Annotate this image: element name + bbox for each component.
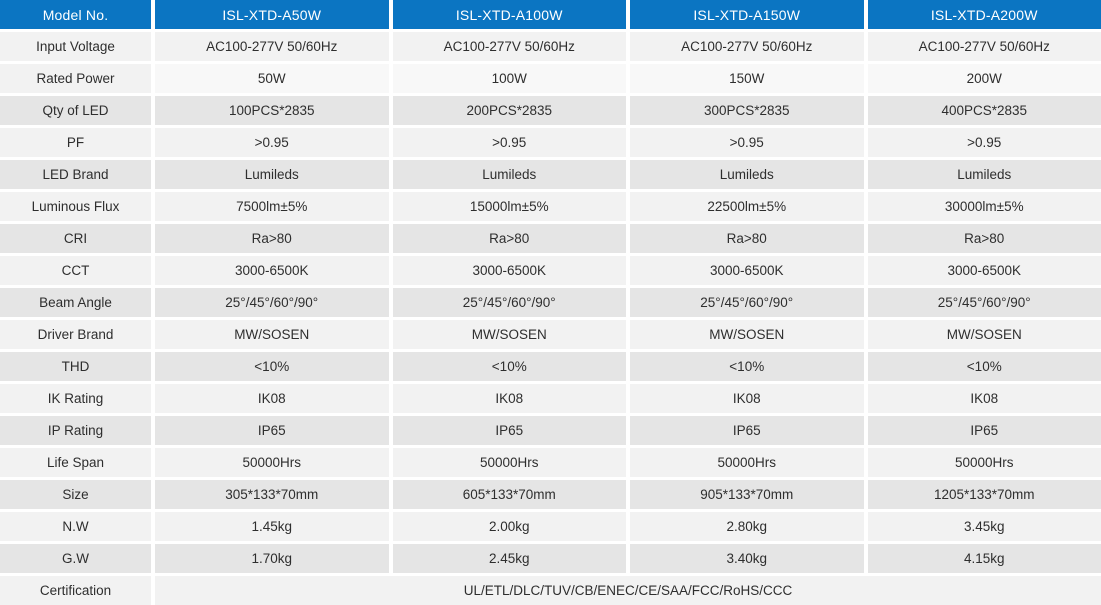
spec-value-cell: 1.45kg <box>155 512 389 541</box>
spec-value-cell: 50000Hrs <box>867 448 1101 477</box>
spec-value-cell: 100W <box>392 64 626 93</box>
row-label-cell: Life Span <box>0 448 151 477</box>
spec-value-cell: 200PCS*2835 <box>392 96 626 125</box>
spec-value-cell: 2.45kg <box>392 544 626 573</box>
spec-value-cell: MW/SOSEN <box>155 320 389 349</box>
row-label-cell: LED Brand <box>0 160 151 189</box>
spec-value-cell: 305*133*70mm <box>155 480 389 509</box>
row-label-cell: CRI <box>0 224 151 253</box>
row-label-cell: Driver Brand <box>0 320 151 349</box>
header-cell-model-3: ISL-XTD-A150W <box>630 0 864 29</box>
spec-value-cell: 905*133*70mm <box>630 480 864 509</box>
spec-value-cell: 15000lm±5% <box>392 192 626 221</box>
spec-value-cell: 3.45kg <box>867 512 1101 541</box>
spec-value-cell: 1.70kg <box>155 544 389 573</box>
header-cell-model-1: ISL-XTD-A50W <box>155 0 389 29</box>
spec-value-cell: IP65 <box>867 416 1101 445</box>
row-label-cell: Input Voltage <box>0 32 151 61</box>
header-cell-model-2: ISL-XTD-A100W <box>392 0 626 29</box>
spec-value-cell: Lumileds <box>630 160 864 189</box>
row-label-cell: N.W <box>0 512 151 541</box>
spec-value-cell: MW/SOSEN <box>630 320 864 349</box>
spec-value-cell: <10% <box>630 352 864 381</box>
spec-value-cell: Lumileds <box>392 160 626 189</box>
row-label-cell: Qty of LED <box>0 96 151 125</box>
spec-value-cell: 22500lm±5% <box>630 192 864 221</box>
spec-value-cell: Ra>80 <box>392 224 626 253</box>
spec-value-cell: IK08 <box>630 384 864 413</box>
spec-value-cell: 1205*133*70mm <box>867 480 1101 509</box>
row-label-cell: Size <box>0 480 151 509</box>
spec-value-cell: AC100-277V 50/60Hz <box>155 32 389 61</box>
spec-value-cell: 3000-6500K <box>630 256 864 285</box>
spec-value-cell: 2.80kg <box>630 512 864 541</box>
row-label-cell: THD <box>0 352 151 381</box>
row-label-cell: Luminous Flux <box>0 192 151 221</box>
spec-value-cell: <10% <box>155 352 389 381</box>
spec-value-cell: IP65 <box>392 416 626 445</box>
spec-value-cell: IK08 <box>392 384 626 413</box>
spec-value-cell: 3000-6500K <box>155 256 389 285</box>
spec-value-cell: 50000Hrs <box>155 448 389 477</box>
spec-value-cell: 400PCS*2835 <box>867 96 1101 125</box>
row-label-cell: Beam Angle <box>0 288 151 317</box>
spec-value-cell: 7500lm±5% <box>155 192 389 221</box>
certification-value-cell: UL/ETL/DLC/TUV/CB/ENEC/CE/SAA/FCC/RoHS/C… <box>155 576 1101 605</box>
spec-value-cell: Ra>80 <box>867 224 1101 253</box>
spec-value-cell: <10% <box>392 352 626 381</box>
spec-value-cell: MW/SOSEN <box>867 320 1101 349</box>
spec-value-cell: IK08 <box>155 384 389 413</box>
spec-value-cell: 3.40kg <box>630 544 864 573</box>
spec-value-cell: AC100-277V 50/60Hz <box>392 32 626 61</box>
spec-value-cell: 25°/45°/60°/90° <box>392 288 626 317</box>
spec-value-cell: AC100-277V 50/60Hz <box>867 32 1101 61</box>
spec-value-cell: 50W <box>155 64 389 93</box>
spec-value-cell: 605*133*70mm <box>392 480 626 509</box>
spec-value-cell: Lumileds <box>155 160 389 189</box>
row-label-cell: CCT <box>0 256 151 285</box>
spec-value-cell: >0.95 <box>630 128 864 157</box>
spec-value-cell: 200W <box>867 64 1101 93</box>
spec-value-cell: 2.00kg <box>392 512 626 541</box>
spec-value-cell: 25°/45°/60°/90° <box>867 288 1101 317</box>
row-label-cell: PF <box>0 128 151 157</box>
row-label-cell: Rated Power <box>0 64 151 93</box>
header-cell-model-no: Model No. <box>0 0 151 29</box>
spec-value-cell: 3000-6500K <box>392 256 626 285</box>
spec-value-cell: <10% <box>867 352 1101 381</box>
spec-value-cell: 30000lm±5% <box>867 192 1101 221</box>
spec-value-cell: >0.95 <box>392 128 626 157</box>
spec-value-cell: >0.95 <box>867 128 1101 157</box>
spec-value-cell: 300PCS*2835 <box>630 96 864 125</box>
spec-value-cell: Lumileds <box>867 160 1101 189</box>
spec-value-cell: Ra>80 <box>155 224 389 253</box>
row-label-cell: IK Rating <box>0 384 151 413</box>
spec-value-cell: 50000Hrs <box>630 448 864 477</box>
row-label-cell: G.W <box>0 544 151 573</box>
spec-value-cell: MW/SOSEN <box>392 320 626 349</box>
row-label-cell: IP Rating <box>0 416 151 445</box>
spec-value-cell: 4.15kg <box>867 544 1101 573</box>
spec-value-cell: >0.95 <box>155 128 389 157</box>
spec-value-cell: 3000-6500K <box>867 256 1101 285</box>
header-cell-model-4: ISL-XTD-A200W <box>867 0 1101 29</box>
spec-value-cell: AC100-277V 50/60Hz <box>630 32 864 61</box>
spec-value-cell: 50000Hrs <box>392 448 626 477</box>
spec-value-cell: IP65 <box>630 416 864 445</box>
spec-value-cell: Ra>80 <box>630 224 864 253</box>
spec-value-cell: 150W <box>630 64 864 93</box>
spec-value-cell: 25°/45°/60°/90° <box>630 288 864 317</box>
spec-value-cell: IK08 <box>867 384 1101 413</box>
spec-value-cell: 25°/45°/60°/90° <box>155 288 389 317</box>
row-label-cell: Certification <box>0 576 151 605</box>
spec-value-cell: IP65 <box>155 416 389 445</box>
spec-value-cell: 100PCS*2835 <box>155 96 389 125</box>
